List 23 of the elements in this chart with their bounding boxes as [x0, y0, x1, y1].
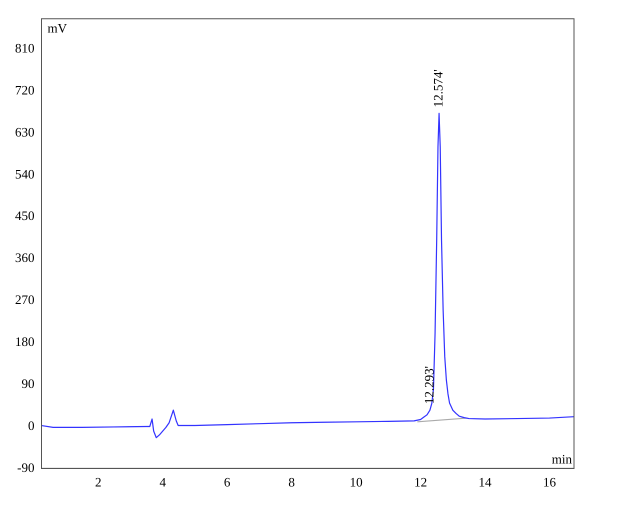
y-tick-label: 450 [15, 208, 34, 224]
y-tick-label: 360 [15, 250, 34, 266]
x-tick-label: 2 [94, 474, 102, 490]
annotation: 12.574' [430, 69, 446, 108]
x-tick-label: 4 [159, 474, 166, 490]
y-tick-label: 810 [15, 40, 34, 56]
x-tick-label: 8 [288, 474, 295, 490]
x-tick-label: 16 [543, 474, 556, 490]
x-tick-label: 10 [350, 474, 363, 490]
y-tick-label: 270 [15, 292, 34, 308]
y-axis-title: mV [48, 20, 68, 36]
y-tick-label: -90 [17, 460, 34, 475]
y-tick-label: 630 [15, 124, 34, 140]
annotation: 12.293' [421, 366, 436, 404]
x-tick-label: 12 [414, 474, 428, 490]
y-tick-label: 90 [22, 376, 34, 391]
y-tick-label: 0 [28, 418, 34, 433]
y-tick-label: 540 [15, 166, 34, 182]
x-tick-label: 6 [224, 474, 231, 490]
y-tick-label: 720 [15, 82, 34, 98]
x-axis-title: min [552, 451, 572, 466]
x-tick-label: 14 [478, 474, 492, 490]
y-tick-label: 180 [15, 334, 34, 350]
